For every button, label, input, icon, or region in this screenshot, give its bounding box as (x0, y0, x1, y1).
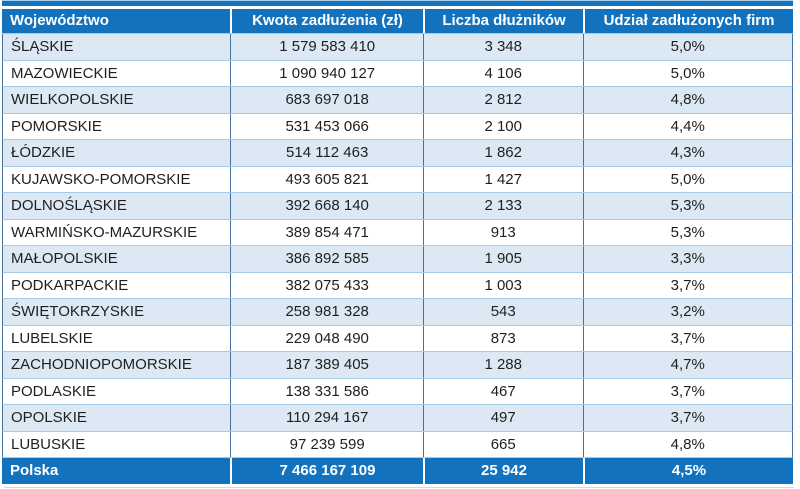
cell-udzial-zadluzonych: 4,8% (582, 431, 792, 457)
cell-udzial-zadluzonych: 5,0% (582, 34, 792, 60)
cell-kwota-zadluzenia: 493 605 821 (230, 166, 423, 192)
table-row: LUBELSKIE 229 048 490 873 3,7% (2, 325, 793, 352)
cell-liczba-dluznikow: 497 (422, 405, 583, 431)
cell-kwota-zadluzenia: 389 854 471 (230, 219, 423, 245)
table-row: MAŁOPOLSKIE 386 892 585 1 905 3,3% (2, 246, 793, 273)
table-row: WIELKOPOLSKIE 683 697 018 2 812 4,8% (2, 87, 793, 114)
cell-udzial-zadluzonych: 3,2% (582, 299, 792, 325)
cell-wojewodztwo: WARMIŃSKO-MAZURSKIE (11, 223, 198, 241)
table-row: POMORSKIE 531 453 066 2 100 4,4% (2, 113, 793, 140)
table-row: MAZOWIECKIE 1 090 940 127 4 106 5,0% (2, 60, 793, 87)
column-header-wojewodztwo: Województwo (10, 12, 109, 29)
cell-liczba-dluznikow: 913 (422, 219, 583, 245)
cell-liczba-dluznikow: 543 (422, 299, 583, 325)
cell-udzial-zadluzonych: 4,8% (582, 87, 792, 113)
cell-udzial-zadluzonych: 3,3% (582, 246, 792, 272)
table-row: PODKARPACKIE 382 075 433 1 003 3,7% (2, 272, 793, 299)
cell-liczba-dluznikow: 2 812 (422, 87, 583, 113)
cell-wojewodztwo: OPOLSKIE (11, 409, 87, 426)
cell-kwota-zadluzenia: 187 389 405 (230, 352, 423, 378)
table-row: DOLNOŚLĄSKIE 392 668 140 2 133 5,3% (2, 193, 793, 220)
table-row: OPOLSKIE 110 294 167 497 3,7% (2, 405, 793, 432)
cell-udzial-zadluzonych: 4,4% (582, 113, 792, 139)
cell-kwota-zadluzenia: 382 075 433 (230, 272, 423, 298)
table-row: KUJAWSKO-POMORSKIE 493 605 821 1 427 5,0… (2, 166, 793, 193)
cell-kwota-zadluzenia: 683 697 018 (230, 87, 423, 113)
cell-liczba-dluznikow: 1 427 (422, 166, 583, 192)
table-row: ŚLĄSKIE 1 579 583 410 3 348 5,0% (2, 34, 793, 61)
cell-udzial-zadluzonych: 4,7% (582, 352, 792, 378)
cell-udzial-zadluzonych: 5,3% (582, 193, 792, 219)
bottom-edge-line (4, 487, 794, 488)
cell-liczba-dluznikow: 2 100 (422, 113, 583, 139)
table-row: ŁÓDZKIE 514 112 463 1 862 4,3% (2, 140, 793, 167)
cell-kwota-zadluzenia: 392 668 140 (230, 193, 423, 219)
cell-udzial-zadluzonych: 5,0% (582, 60, 792, 86)
cell-kwota-zadluzenia: 258 981 328 (230, 299, 423, 325)
cell-kwota-zadluzenia: 110 294 167 (230, 405, 423, 431)
cell-liczba-dluznikow: 467 (422, 378, 583, 404)
cell-liczba-dluznikow: 4 106 (422, 60, 583, 86)
cell-wojewodztwo: ŚWIĘTOKRZYSKIE (11, 303, 145, 320)
total-liczba-dluznikow: 25 942 (423, 458, 583, 484)
cell-udzial-zadluzonych: 5,0% (582, 166, 792, 192)
table-total-row: Polska 7 466 167 109 25 942 4,5% (2, 458, 793, 484)
table-header-row: Województwo Kwota zadłużenia (zł) Liczba… (2, 9, 793, 33)
cell-kwota-zadluzenia: 97 239 599 (230, 431, 423, 457)
cell-wojewodztwo: MAZOWIECKIE (11, 64, 118, 82)
total-label: Polska (10, 462, 59, 479)
cell-udzial-zadluzonych: 3,7% (582, 325, 792, 351)
cell-kwota-zadluzenia: 138 331 586 (230, 378, 423, 404)
table-row: WARMIŃSKO-MAZURSKIE 389 854 471 913 5,3% (2, 219, 793, 246)
voivodeship-debt-table: Województwo Kwota zadłużenia (zł) Liczba… (2, 0, 793, 484)
cell-kwota-zadluzenia: 386 892 585 (230, 246, 423, 272)
cell-liczba-dluznikow: 3 348 (422, 34, 583, 60)
table-row: LUBUSKIE 97 239 599 665 4,8% (2, 431, 793, 458)
cell-wojewodztwo: PODKARPACKIE (11, 276, 129, 294)
cell-liczba-dluznikow: 2 133 (422, 193, 583, 219)
cell-kwota-zadluzenia: 229 048 490 (230, 325, 423, 351)
cell-liczba-dluznikow: 1 003 (422, 272, 583, 298)
cell-liczba-dluznikow: 1 905 (422, 246, 583, 272)
cell-liczba-dluznikow: 1 288 (422, 352, 583, 378)
cell-wojewodztwo: ŁÓDZKIE (11, 144, 76, 161)
cell-wojewodztwo: WIELKOPOLSKIE (11, 91, 134, 108)
table-row: ŚWIĘTOKRZYSKIE 258 981 328 543 3,2% (2, 299, 793, 326)
table-body: ŚLĄSKIE 1 579 583 410 3 348 5,0% MAZOWIE… (2, 33, 793, 458)
cell-liczba-dluznikow: 873 (422, 325, 583, 351)
cell-wojewodztwo: KUJAWSKO-POMORSKIE (11, 170, 191, 188)
cell-udzial-zadluzonych: 3,7% (582, 272, 792, 298)
cell-kwota-zadluzenia: 1 090 940 127 (230, 60, 423, 86)
cell-wojewodztwo: LUBELSKIE (11, 329, 93, 347)
cell-wojewodztwo: ŚLĄSKIE (11, 38, 74, 55)
column-header-udzial-zadluzonych-firm: Udział zadłużonych firm (583, 9, 793, 33)
cell-udzial-zadluzonych: 4,3% (582, 140, 792, 166)
cell-wojewodztwo: POMORSKIE (11, 117, 102, 135)
cell-kwota-zadluzenia: 531 453 066 (230, 113, 423, 139)
cell-wojewodztwo: PODLASKIE (11, 382, 97, 400)
total-udzial-zadluzonych: 4,5% (583, 458, 793, 484)
total-kwota-zadluzenia: 7 466 167 109 (230, 458, 423, 484)
cell-kwota-zadluzenia: 1 579 583 410 (230, 34, 423, 60)
cell-wojewodztwo: LUBUSKIE (11, 435, 86, 453)
cell-udzial-zadluzonych: 3,7% (582, 405, 792, 431)
cell-liczba-dluznikow: 665 (422, 431, 583, 457)
cell-wojewodztwo: MAŁOPOLSKIE (11, 250, 118, 267)
column-header-kwota-zadluzenia: Kwota zadłużenia (zł) (230, 9, 423, 33)
cell-kwota-zadluzenia: 514 112 463 (230, 140, 423, 166)
table-row: PODLASKIE 138 331 586 467 3,7% (2, 378, 793, 405)
cell-udzial-zadluzonych: 3,7% (582, 378, 792, 404)
cell-wojewodztwo: DOLNOŚLĄSKIE (11, 197, 127, 214)
top-accent-bar (2, 0, 793, 6)
column-header-liczba-dluznikow: Liczba dłużników (423, 9, 583, 33)
cell-liczba-dluznikow: 1 862 (422, 140, 583, 166)
cell-udzial-zadluzonych: 5,3% (582, 219, 792, 245)
cell-wojewodztwo: ZACHODNIOPOMORSKIE (11, 356, 192, 373)
table-row: ZACHODNIOPOMORSKIE 187 389 405 1 288 4,7… (2, 352, 793, 379)
